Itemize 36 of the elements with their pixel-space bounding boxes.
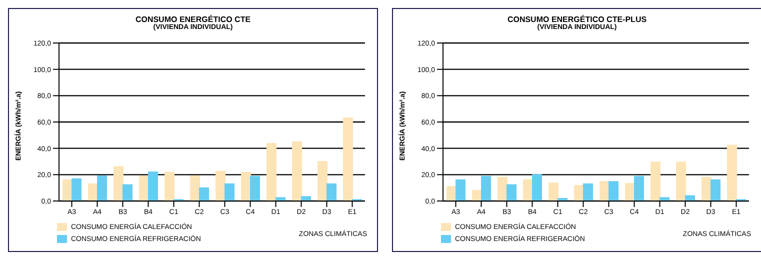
bar bbox=[685, 195, 695, 201]
bar bbox=[199, 187, 209, 201]
bar bbox=[326, 183, 336, 201]
bar bbox=[498, 176, 508, 201]
chart-title: CONSUMO ENERGÉTICO CTE-PLUS bbox=[506, 15, 648, 24]
bar bbox=[660, 197, 670, 201]
bar bbox=[72, 178, 82, 201]
bar bbox=[122, 184, 132, 201]
bar bbox=[650, 162, 660, 201]
bar bbox=[224, 183, 234, 201]
bar bbox=[114, 166, 124, 201]
bar bbox=[727, 144, 737, 201]
bar bbox=[250, 176, 260, 201]
bar bbox=[532, 174, 542, 201]
bar bbox=[276, 197, 286, 201]
bar bbox=[164, 172, 174, 201]
bar bbox=[97, 175, 107, 201]
bar bbox=[241, 172, 251, 201]
bar bbox=[608, 181, 618, 201]
bar bbox=[710, 179, 720, 201]
bar bbox=[634, 176, 644, 201]
bar bbox=[456, 179, 466, 201]
bar bbox=[148, 172, 158, 201]
bar bbox=[676, 162, 686, 201]
bar bbox=[216, 170, 226, 201]
bar bbox=[292, 141, 302, 201]
bar bbox=[318, 161, 328, 201]
bar bbox=[190, 175, 200, 201]
bar bbox=[506, 184, 516, 201]
bar bbox=[343, 118, 353, 201]
chart-title: CONSUMO ENERGÉTICO CTE bbox=[134, 15, 252, 24]
bar bbox=[548, 182, 558, 201]
bar bbox=[481, 176, 491, 201]
bar bbox=[583, 183, 593, 201]
bar bbox=[301, 196, 311, 201]
bar bbox=[266, 142, 276, 201]
